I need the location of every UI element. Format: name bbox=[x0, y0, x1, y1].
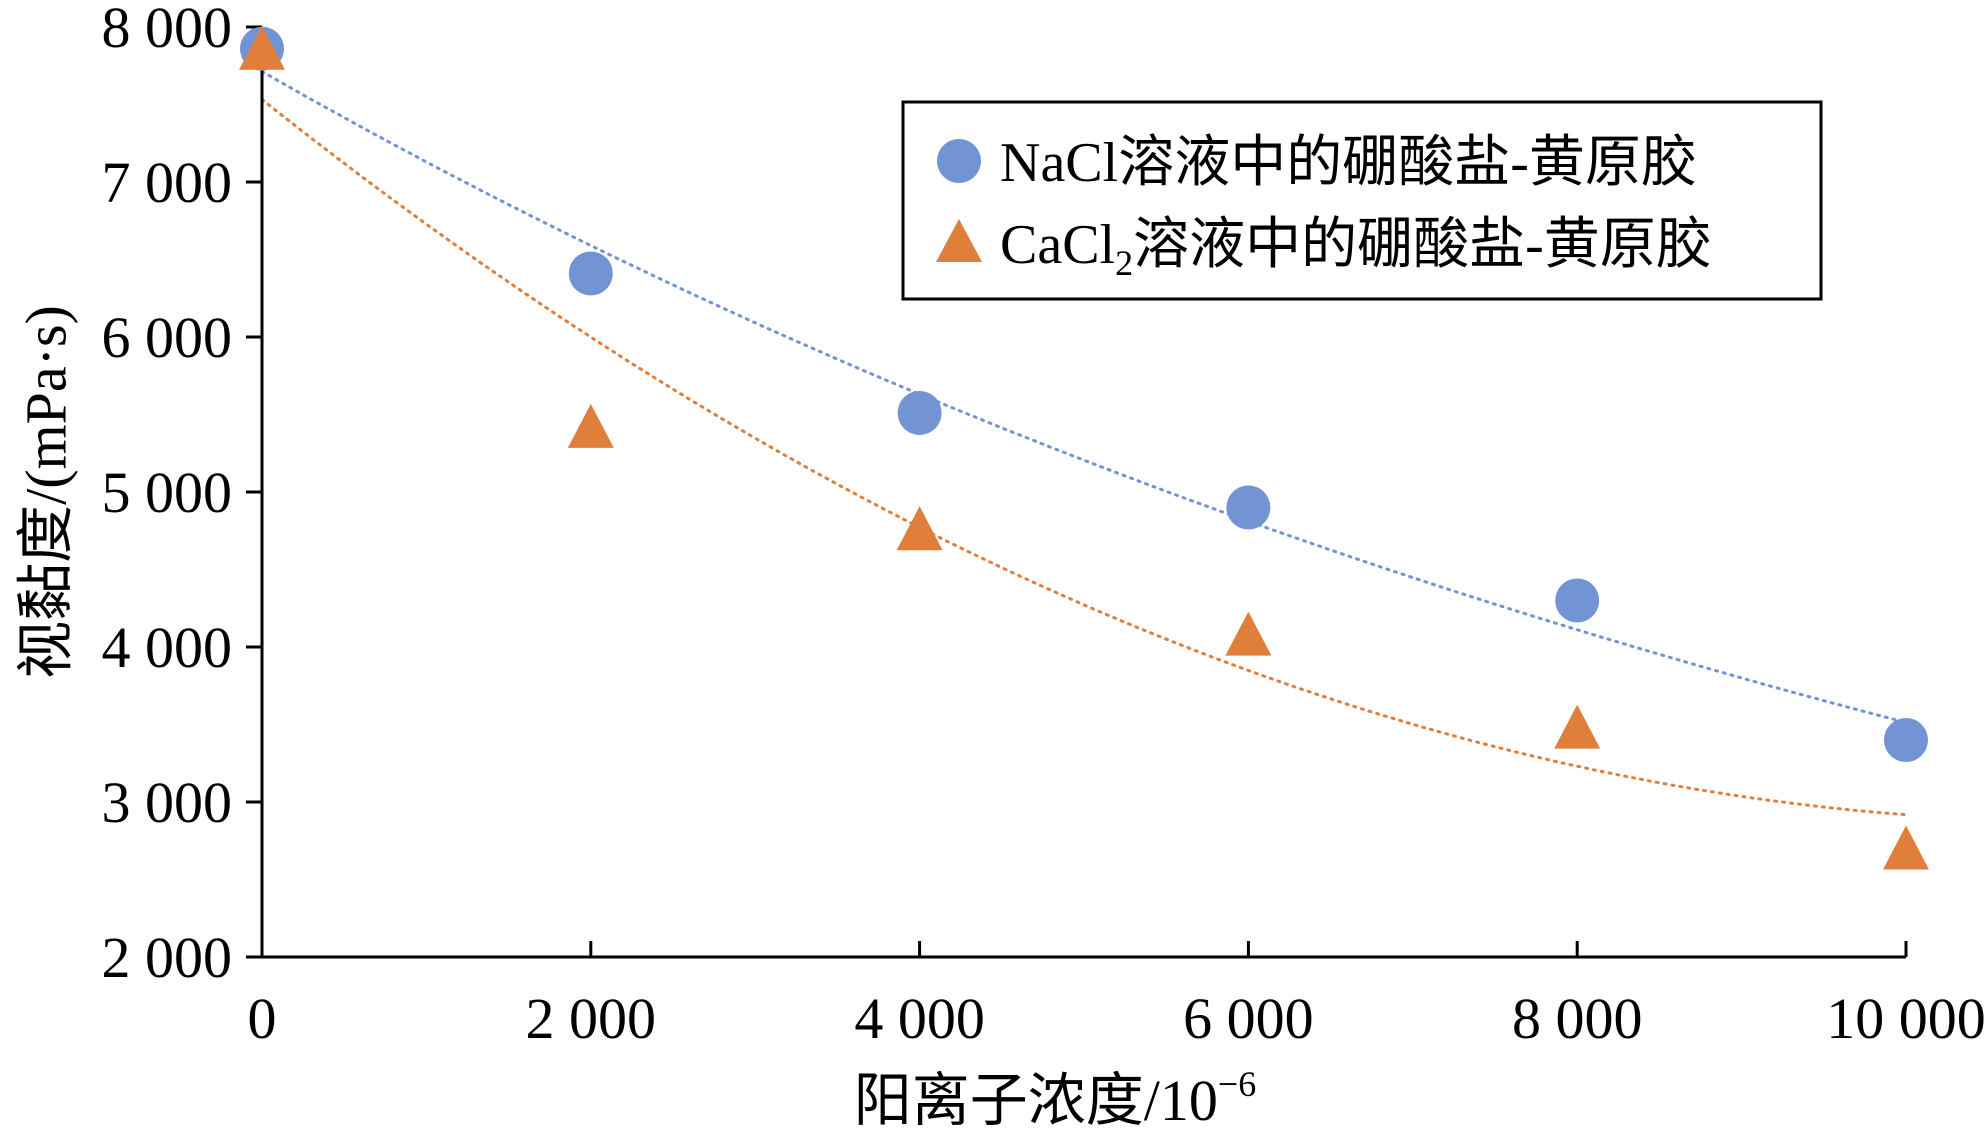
legend-label-cacl2-part2: 溶液中的硼酸盐-黄原胶 bbox=[1133, 214, 1712, 276]
legend-marker-nacl bbox=[937, 139, 981, 183]
x-tick-label: 8 000 bbox=[1512, 986, 1643, 1051]
y-ticks: 2 000 3 000 4 000 5 000 6 000 7 000 8 000 bbox=[102, 0, 262, 990]
point-series-0 bbox=[568, 251, 613, 296]
trendline-series-1 bbox=[260, 98, 1908, 817]
y-tick-label: 8 000 bbox=[102, 0, 233, 60]
legend-label-nacl: NaCl溶液中的硼酸盐-黄原胶 bbox=[1000, 132, 1697, 194]
legend-marker-cacl2 bbox=[936, 219, 982, 262]
legend-label-cacl2-subscript: 2 bbox=[1115, 243, 1133, 283]
x-ticks: 0 2 000 4 000 6 000 8 000 10 000 bbox=[248, 941, 1986, 1051]
x-axis-title-text: 阳离子浓度/10 bbox=[854, 1068, 1218, 1133]
point-series-0 bbox=[1226, 485, 1271, 530]
x-axis-title-exponent: −6 bbox=[1218, 1064, 1256, 1104]
point-series-1 bbox=[896, 506, 943, 551]
y-tick-label: 5 000 bbox=[102, 460, 233, 525]
point-series-1 bbox=[567, 403, 614, 448]
x-tick-label: 0 bbox=[248, 986, 277, 1051]
x-tick-label: 4 000 bbox=[854, 986, 985, 1051]
point-series-0 bbox=[1884, 718, 1928, 762]
trendline-series-0 bbox=[260, 70, 1908, 724]
legend-label-cacl2: CaCl2溶液中的硼酸盐-黄原胶 bbox=[1000, 214, 1712, 283]
y-axis-title-text: 视黏度/(mPa·s) bbox=[13, 305, 78, 679]
point-series-1 bbox=[1883, 825, 1929, 870]
point-series-0 bbox=[1555, 578, 1600, 623]
y-tick-label: 6 000 bbox=[102, 305, 233, 370]
data-points bbox=[239, 25, 1929, 870]
y-tick-label: 4 000 bbox=[102, 615, 233, 680]
trendlines bbox=[260, 70, 1908, 817]
y-tick-label: 2 000 bbox=[102, 925, 233, 990]
x-axis-title: 阳离子浓度/10−6 bbox=[854, 1064, 1256, 1133]
y-axis-title: 视黏度/(mPa·s) bbox=[13, 305, 78, 679]
legend-box bbox=[901, 100, 1823, 301]
legend-label-cacl2-part1: CaCl bbox=[1000, 214, 1115, 276]
y-tick-label: 3 000 bbox=[102, 770, 233, 835]
x-tick-label: 2 000 bbox=[526, 986, 657, 1051]
point-series-1 bbox=[239, 25, 285, 70]
point-series-1 bbox=[1225, 611, 1272, 656]
point-series-0 bbox=[897, 390, 942, 435]
y-tick-label: 7 000 bbox=[102, 150, 233, 215]
x-tick-label: 10 000 bbox=[1826, 986, 1986, 1051]
legend: NaCl溶液中的硼酸盐-黄原胶 CaCl2溶液中的硼酸盐-黄原胶 bbox=[901, 100, 1823, 301]
point-series-1 bbox=[1554, 704, 1601, 749]
x-tick-label: 6 000 bbox=[1183, 986, 1314, 1051]
